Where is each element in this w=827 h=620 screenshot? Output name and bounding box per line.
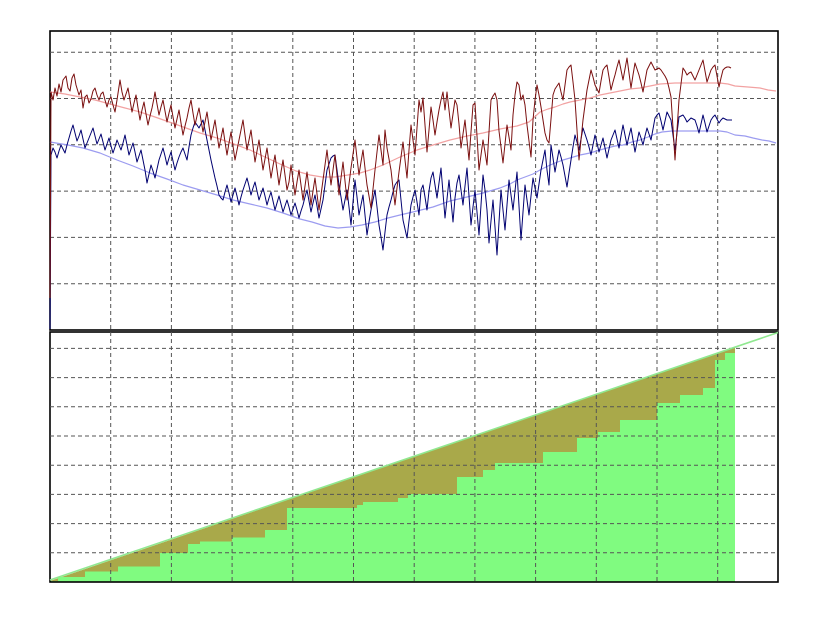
linear-benchmark-line <box>49 331 779 581</box>
top-price-panel-gridlines <box>50 31 778 330</box>
bottom-equity-panel-gridlines <box>50 332 778 582</box>
smooth-blue-trend-line <box>49 130 777 229</box>
bottom-equity-panel <box>49 331 779 583</box>
noisy-blue-series <box>49 111 732 330</box>
equity-step-area <box>50 353 735 582</box>
noisy-red-series <box>49 57 732 299</box>
top-price-panel <box>49 30 779 331</box>
smooth-red-trend-line <box>49 82 777 178</box>
